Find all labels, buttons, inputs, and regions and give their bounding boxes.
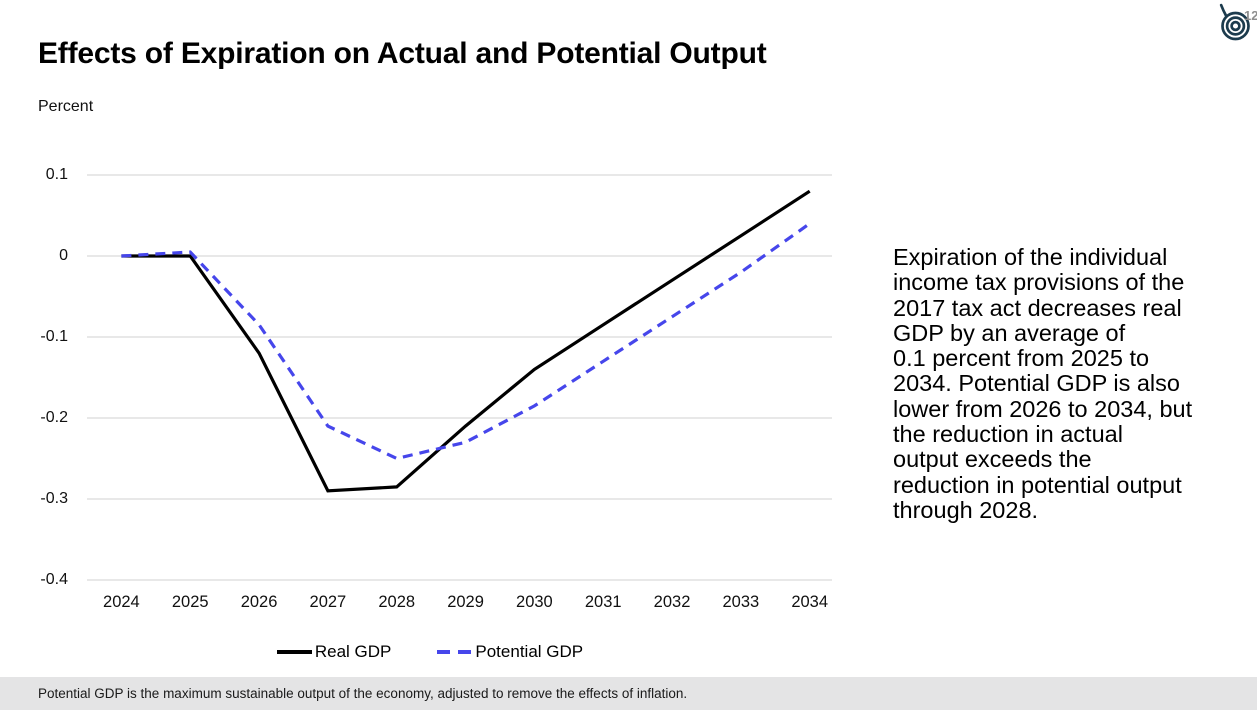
x-tick-label: 2025 <box>171 593 209 611</box>
legend-item-potential-gdp: Potential GDP <box>437 642 583 662</box>
y-axis-units-label: Percent <box>38 98 94 115</box>
slide-title: Effects of Expiration on Actual and Pote… <box>38 37 767 70</box>
legend-item-real-gdp: Real GDP <box>276 642 392 662</box>
x-tick-label: 2030 <box>516 593 553 611</box>
x-tick-label: 2027 <box>309 593 347 611</box>
real-gdp-line-swatch <box>276 650 312 654</box>
y-tick-label: -0.3 <box>40 490 68 507</box>
potential-gdp-line-swatch <box>437 650 473 654</box>
legend-label-real-gdp: Real GDP <box>314 642 392 661</box>
gdp-line-chart: 0.1 0 -0.1 -0.2 -0.3 -0.4 2024 2025 2026 2027 202… <box>0 150 860 682</box>
key-takeaway-text: Expiration of the individual income tax … <box>893 244 1193 523</box>
footer-note: Potential GDP is the maximum sustainable… <box>38 686 688 701</box>
x-tick-label: 2032 <box>653 593 691 611</box>
chart-legend: Real GDP Potential GDP <box>0 642 860 662</box>
x-tick-label: 2024 <box>103 593 140 611</box>
y-tick-label: -0.2 <box>40 409 68 426</box>
x-tick-label: 2029 <box>447 593 484 611</box>
y-tick-label: 0.1 <box>45 166 68 183</box>
x-tick-label: 2033 <box>722 593 760 611</box>
y-tick-label: -0.4 <box>40 571 68 588</box>
x-tick-label: 2028 <box>378 593 416 611</box>
plot-area <box>87 174 832 581</box>
legend-label-potential-gdp: Potential GDP <box>475 642 584 661</box>
x-tick-label: 2031 <box>584 593 622 611</box>
page-number: 12 <box>1244 8 1257 23</box>
footer-bar: Potential GDP is the maximum sustainable… <box>0 677 1257 710</box>
cbo-logo-icon <box>1219 3 1250 41</box>
y-tick-label: 0 <box>59 247 68 264</box>
y-tick-label: -0.1 <box>40 328 68 345</box>
x-tick-label: 2034 <box>791 593 829 611</box>
x-tick-label: 2026 <box>240 593 278 611</box>
real-gdp-line <box>121 189 811 493</box>
